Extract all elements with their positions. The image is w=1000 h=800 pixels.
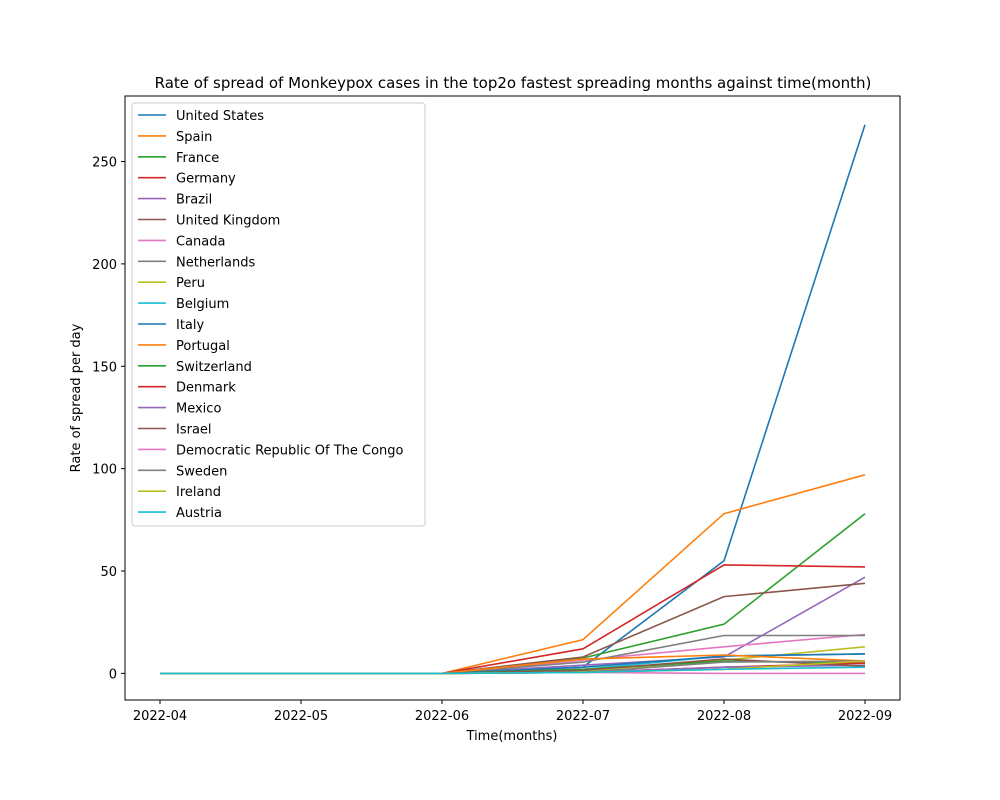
legend-label: Brazil xyxy=(176,193,212,208)
legend-label: France xyxy=(176,151,219,166)
legend-label: Denmark xyxy=(176,381,236,396)
x-tick-label: 2022-09 xyxy=(838,709,892,724)
x-tick-label: 2022-08 xyxy=(697,709,751,724)
legend-label: Switzerland xyxy=(176,360,252,375)
plot-lines xyxy=(160,124,866,675)
legend-label: Democratic Republic Of The Congo xyxy=(176,443,404,458)
series-line-19 xyxy=(160,666,866,675)
x-axis-ticks: 2022-04 2022-05 2022-06 2022-07 2022-08 2022-… xyxy=(133,700,892,724)
y-axis-ticks: 0 50 100 150 200 250 xyxy=(92,156,125,682)
legend-label: United Kingdom xyxy=(176,214,280,229)
legend-label: United States xyxy=(176,109,264,124)
plot-frame xyxy=(124,95,901,701)
legend-label: Netherlands xyxy=(176,255,255,270)
series-line-4 xyxy=(160,576,866,675)
legend-label: Mexico xyxy=(176,402,221,417)
legend-label: Italy xyxy=(176,318,205,333)
y-tick-label: 0 xyxy=(109,667,117,682)
legend-label: Belgium xyxy=(176,297,229,312)
x-tick-label: 2022-04 xyxy=(133,709,187,724)
y-tick-label: 200 xyxy=(92,258,117,273)
legend-label: Peru xyxy=(176,276,205,291)
x-tick-label: 2022-06 xyxy=(415,709,469,724)
legend-label: Spain xyxy=(176,130,212,145)
legend-label: Canada xyxy=(176,234,225,249)
y-axis-label: Rate of spread per day xyxy=(69,323,84,472)
legend-label: Portugal xyxy=(176,339,230,354)
legend-box xyxy=(131,102,426,527)
y-tick-label: 150 xyxy=(92,360,117,375)
legend-label: Sweden xyxy=(176,464,227,479)
y-tick-label: 250 xyxy=(92,156,117,171)
legend: United States Spain France Germany Brazil Uni… xyxy=(131,102,426,527)
legend-label: Austria xyxy=(176,506,222,521)
x-tick-label: 2022-07 xyxy=(556,709,610,724)
legend-label: Israel xyxy=(176,423,212,438)
x-tick-label: 2022-05 xyxy=(274,709,328,724)
legend-label: Ireland xyxy=(176,485,221,500)
x-axis-label: Time(months) xyxy=(466,729,558,744)
y-tick-label: 50 xyxy=(100,565,117,580)
legend-label: Germany xyxy=(176,172,236,187)
y-tick-label: 100 xyxy=(92,463,117,478)
chart-title: Rate of spread of Monkeypox cases in the… xyxy=(155,74,872,92)
